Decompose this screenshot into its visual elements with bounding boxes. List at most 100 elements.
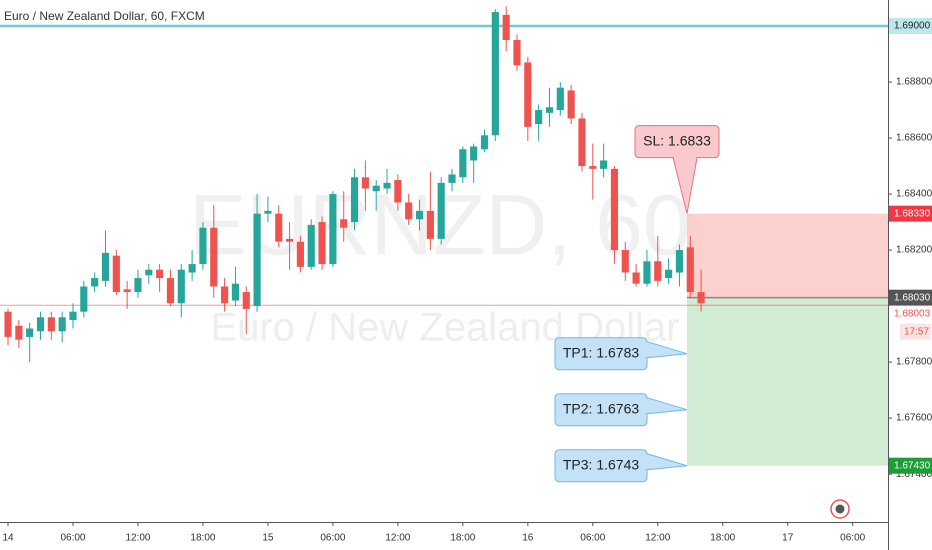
candle-body — [480, 135, 489, 150]
candle-body — [470, 146, 478, 161]
x-tick-label: 15 — [262, 533, 274, 544]
x-tick-label: 16 — [522, 533, 534, 544]
x-tick-label: 06:00 — [580, 533, 605, 544]
candle-body — [4, 311, 12, 337]
candle-body — [578, 118, 586, 167]
candle-body — [134, 278, 142, 293]
candle-body — [459, 149, 467, 178]
candle-body — [383, 182, 391, 189]
candle-body — [437, 182, 445, 239]
countdown-box — [900, 323, 931, 340]
callout-seam — [645, 398, 649, 413]
candle-body — [372, 185, 380, 192]
candle-body — [101, 252, 110, 281]
x-tick-label: 17 — [782, 533, 794, 544]
candle-body — [535, 110, 543, 125]
candle-body — [600, 160, 608, 169]
candle-body — [632, 272, 640, 284]
candle-body — [556, 87, 564, 111]
y-tick-label: 1.67600 — [896, 413, 932, 424]
candle-body — [36, 317, 45, 332]
callout: TP3: 1.6743 — [554, 449, 688, 483]
candle-body — [69, 311, 77, 321]
callout-seam — [645, 454, 649, 469]
replay-icon[interactable] — [830, 499, 850, 519]
price-label-box — [889, 457, 932, 474]
candle-body — [415, 210, 424, 220]
candle-body — [210, 227, 218, 287]
y-tick-label: 1.67800 — [896, 357, 932, 368]
candle-body — [502, 14, 510, 41]
candle-body — [80, 286, 88, 312]
candle-body — [361, 177, 369, 189]
y-tick-label: 1.68200 — [896, 245, 932, 256]
candle-body — [166, 278, 175, 304]
callout: TP1: 1.6783 — [554, 337, 688, 371]
candle-body — [296, 241, 304, 267]
x-tick-label: 14 — [2, 533, 14, 544]
y-tick-label: 1.68600 — [896, 133, 932, 144]
callout: SL: 1.6833 — [634, 125, 720, 214]
x-tick-label: 12:00 — [385, 533, 410, 544]
candle-body — [697, 292, 705, 304]
y-tick-label: 1.68800 — [896, 77, 932, 88]
candle-body — [145, 269, 153, 276]
x-tick-label: 12:00 — [125, 533, 150, 544]
candle-body — [264, 210, 272, 214]
candle-body — [15, 325, 23, 340]
candle-body — [307, 224, 315, 267]
price-label-box — [889, 205, 932, 222]
target-zone — [687, 297, 888, 466]
candle-body — [524, 62, 532, 127]
candle-body — [177, 269, 185, 304]
callout-seam — [674, 156, 697, 160]
candle-body — [610, 168, 619, 251]
candle-body — [318, 222, 326, 265]
callout-tail — [646, 341, 688, 359]
candle-body — [686, 247, 694, 293]
candle-body — [394, 180, 402, 203]
callout-text: TP2: 1.6763 — [563, 400, 639, 416]
candle-body — [199, 227, 207, 265]
price-label: 1.69000 — [894, 21, 931, 32]
candle-body — [242, 292, 250, 309]
price-label: 1.67430 — [894, 460, 931, 471]
callout-text: SL: 1.6833 — [643, 132, 711, 148]
candle-body — [405, 202, 413, 220]
candle-body — [231, 283, 240, 301]
x-tick-label: 18:00 — [710, 533, 735, 544]
candle-body — [545, 107, 554, 113]
candle-body — [621, 250, 629, 273]
candle-body — [643, 261, 651, 284]
price-label-box — [889, 305, 932, 322]
candle-body — [329, 194, 337, 265]
price-label-box — [889, 18, 932, 35]
candle-body — [275, 213, 283, 242]
candle-body — [286, 238, 294, 242]
price-label: 1.68003 — [894, 308, 931, 319]
callout: TP2: 1.6763 — [554, 393, 688, 427]
x-tick-label: 18:00 — [450, 533, 475, 544]
candle-body — [156, 269, 164, 279]
x-tick-label: 18:00 — [190, 533, 215, 544]
candle-body — [112, 255, 120, 293]
candle-body — [513, 40, 521, 66]
stop-zone — [687, 213, 888, 298]
candle-body — [491, 12, 499, 136]
candle-body — [567, 90, 575, 119]
candle-body — [253, 213, 261, 307]
callout-tail — [646, 453, 688, 471]
icon-dot[interactable] — [835, 504, 845, 514]
candle-body — [654, 261, 662, 281]
candle-body — [665, 269, 673, 279]
candle-body — [589, 166, 597, 169]
candle-body — [350, 177, 359, 223]
candle-body — [675, 250, 684, 273]
price-label: 1.68330 — [894, 208, 931, 219]
candle-body — [188, 264, 196, 273]
callout-tail — [646, 397, 688, 415]
y-tick-label: 1.68400 — [896, 189, 932, 200]
